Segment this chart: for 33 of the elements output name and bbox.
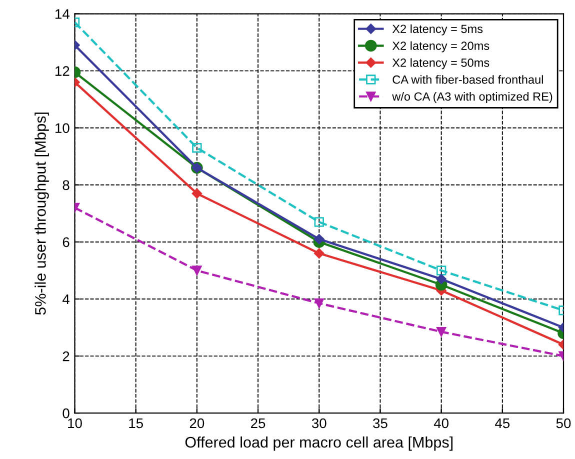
y-tick-label: 14: [56, 9, 70, 19]
y-tick-label: 12: [56, 66, 70, 76]
y-tick-label: 8: [62, 180, 70, 190]
legend-label: w/o CA (A3 with optimized RE): [392, 92, 552, 104]
x-tick-label: 45: [495, 418, 510, 428]
x-tick-label: 35: [373, 418, 388, 428]
point: [436, 274, 446, 284]
point: [192, 142, 202, 153]
x-tick-label: 30: [312, 418, 326, 428]
y-tick-label: 4: [62, 294, 70, 304]
y-tick-label: 6: [62, 237, 70, 248]
x-tick-label: 20: [190, 418, 204, 428]
point: [314, 234, 324, 244]
legend-label: X2 latency = 20ms: [392, 41, 490, 52]
x-axis-title: Offered load per macro cell area [Mbps]: [185, 436, 453, 451]
y-tick-label: 0: [62, 408, 70, 418]
point: [436, 266, 446, 276]
point: [314, 248, 324, 258]
y-tick-label: 2: [62, 351, 70, 362]
point: [314, 298, 324, 308]
point: [192, 188, 202, 199]
x-tick-label: 15: [129, 418, 143, 428]
point: [192, 266, 202, 276]
legend-label: X2 latency = 50ms: [392, 58, 490, 70]
y-axis-title: 5%-ile user throughput [Mbps]: [34, 112, 49, 315]
point: [314, 217, 324, 227]
y-tick-label: 10: [56, 123, 70, 134]
x-tick-label: 40: [434, 418, 448, 428]
x-tick-label: 50: [556, 418, 571, 428]
x-tick-label: 25: [251, 418, 266, 428]
point: [436, 326, 446, 337]
legend-label: X2 latency = 5ms: [392, 24, 483, 36]
legend-label: CA with fiber-based fronthaul: [392, 75, 543, 84]
